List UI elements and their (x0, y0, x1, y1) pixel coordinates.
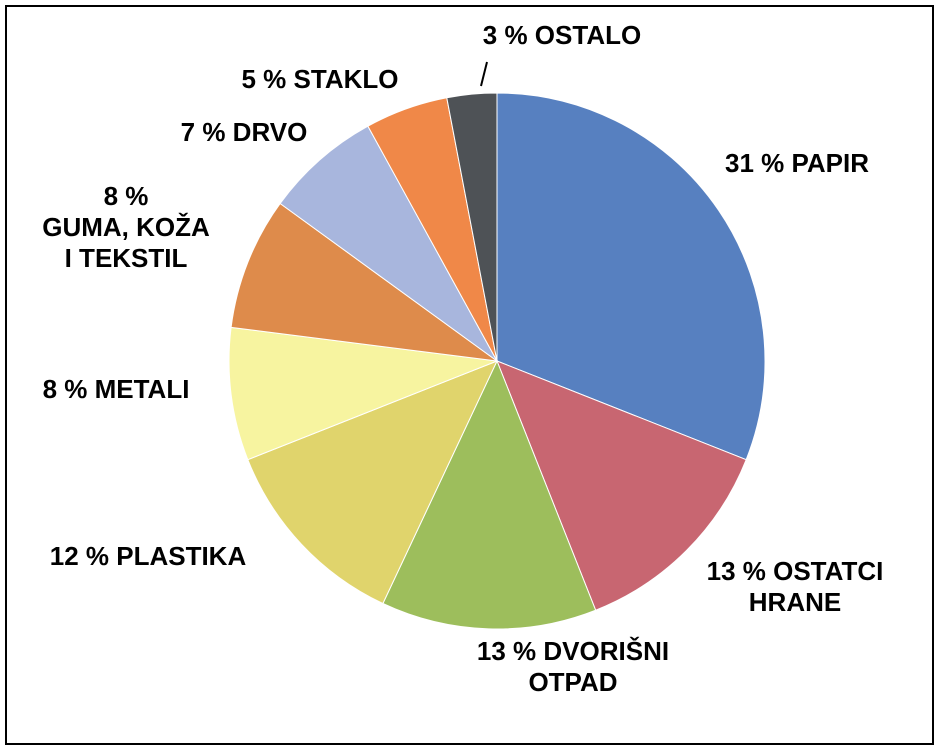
pie-slice-3 (247, 360, 498, 605)
slice-labels: 31 % PAPIR 13 % OSTATCI HRANE 13 % DVORIŠNI… (42, 20, 883, 697)
slice-label-line: OTPAD (528, 667, 617, 697)
leader-line-ostalo (480, 61, 488, 87)
pie-slice-8 (446, 92, 498, 362)
slice-label-line: 13 % DVORIŠNI (477, 636, 669, 666)
pie-slice-2 (382, 359, 597, 630)
slice-label-line: 8 % METALI (43, 374, 190, 404)
slice-label-8: 3 % OSTALO (483, 20, 641, 50)
pie-slice-5 (230, 202, 498, 362)
pie-slice-0 (496, 92, 766, 461)
slice-label-line: 13 % OSTATCI (707, 556, 884, 586)
slice-label-line: 31 % PAPIR (725, 148, 869, 178)
slice-label-line: HRANE (749, 587, 841, 617)
slice-label-7: 5 % STAKLO (242, 64, 399, 94)
slice-label-line: 7 % DRVO (181, 117, 308, 147)
pie-slice-6 (279, 125, 498, 362)
slice-label-line: GUMA, KOŽA (42, 212, 210, 242)
slice-label-line: 3 % OSTALO (483, 20, 641, 50)
slice-label-6: 7 % DRVO (181, 117, 308, 147)
slice-label-1: 13 % OSTATCI HRANE (707, 556, 884, 617)
pie-slice-4 (228, 326, 498, 461)
slice-label-line: I TEKSTIL (65, 243, 188, 273)
leader-lines (480, 61, 488, 87)
pie-slice-1 (496, 360, 747, 611)
slice-label-line: 5 % STAKLO (242, 64, 399, 94)
slice-label-line: 12 % PLASTIKA (50, 541, 247, 571)
slice-label-2: 13 % DVORIŠNI OTPAD (477, 636, 669, 697)
slice-label-3: 12 % PLASTIKA (50, 541, 247, 571)
slice-label-0: 31 % PAPIR (725, 148, 869, 178)
slice-label-4: 8 % METALI (43, 374, 190, 404)
slice-label-line: 8 % (104, 181, 149, 211)
pie-slices (228, 92, 766, 630)
slice-label-5: 8 % GUMA, KOŽA I TEKSTIL (42, 181, 210, 273)
